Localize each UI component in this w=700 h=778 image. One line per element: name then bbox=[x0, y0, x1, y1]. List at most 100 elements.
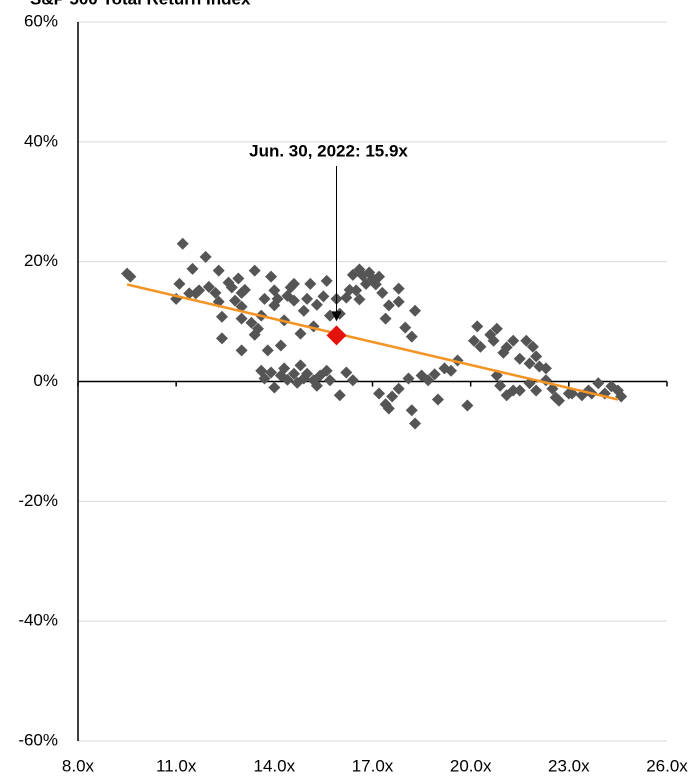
scatter-point bbox=[320, 364, 333, 377]
scatter-point bbox=[333, 389, 346, 402]
scatter-point bbox=[379, 312, 392, 325]
y-tick-label: 40% bbox=[24, 131, 58, 150]
scatter-point bbox=[287, 294, 300, 307]
scatter-point bbox=[304, 277, 317, 290]
scatter-point bbox=[183, 287, 196, 300]
scatter-point bbox=[409, 304, 422, 317]
y-tick-label: -20% bbox=[18, 491, 58, 510]
scatter-point bbox=[235, 312, 248, 325]
scatter-point bbox=[301, 367, 314, 380]
scatter-point bbox=[382, 299, 395, 312]
scatter-point bbox=[265, 366, 278, 379]
scatter-point bbox=[530, 384, 543, 397]
scatter-point bbox=[494, 379, 507, 392]
scatter-point bbox=[399, 321, 412, 334]
x-tick-label: 26.0x bbox=[646, 756, 688, 775]
scatter-point bbox=[422, 374, 435, 387]
scatter-point bbox=[261, 344, 274, 357]
scatter-point bbox=[235, 344, 248, 357]
scatter-point bbox=[258, 372, 271, 385]
scatter-point bbox=[392, 282, 405, 295]
scatter-point bbox=[294, 359, 307, 372]
scatter-point bbox=[405, 330, 418, 343]
scatter-point bbox=[176, 237, 189, 250]
scatter-point bbox=[251, 322, 264, 335]
scatter-point bbox=[193, 284, 206, 297]
scatter-point bbox=[392, 382, 405, 395]
scatter-point bbox=[287, 277, 300, 290]
scatter-point bbox=[268, 381, 281, 394]
scatter-point bbox=[507, 384, 520, 397]
scatter-point bbox=[474, 340, 487, 353]
scatter-point bbox=[294, 327, 307, 340]
scatter-point bbox=[215, 310, 228, 323]
scatter-point bbox=[553, 394, 566, 407]
arrow-head bbox=[331, 311, 342, 322]
x-tick-label: 8.0x bbox=[62, 756, 95, 775]
highlight-point bbox=[326, 325, 347, 346]
y-tick-label: -40% bbox=[18, 611, 58, 630]
scatter-point bbox=[530, 350, 543, 363]
scatter-point bbox=[513, 352, 526, 365]
scatter-point bbox=[323, 374, 336, 387]
scatter-point bbox=[271, 292, 284, 305]
scatter-point bbox=[382, 402, 395, 415]
y-tick-label: 60% bbox=[24, 11, 58, 30]
scatter-point bbox=[350, 284, 363, 297]
scatter-point bbox=[320, 274, 333, 287]
scatter-point bbox=[209, 286, 222, 299]
scatter-point bbox=[258, 292, 271, 305]
scatter-point bbox=[248, 264, 261, 277]
scatter-point bbox=[173, 277, 186, 290]
scatter-point bbox=[526, 340, 539, 353]
scatter-point bbox=[402, 372, 415, 385]
scatter-point bbox=[301, 292, 314, 305]
scatter-point bbox=[186, 262, 199, 275]
scatter-point bbox=[520, 334, 533, 347]
scatter-point bbox=[386, 390, 399, 403]
scatter-point bbox=[392, 295, 405, 308]
scatter-point bbox=[507, 334, 520, 347]
scatter-point bbox=[428, 368, 441, 381]
annotation: Jun. 30, 2022: 15.9x bbox=[249, 141, 408, 160]
scatter-point bbox=[297, 304, 310, 317]
x-tick-label: 23.0x bbox=[548, 756, 590, 775]
scatter-point bbox=[500, 341, 513, 354]
x-tick-label: 11.0x bbox=[156, 756, 197, 775]
scatter-point bbox=[490, 322, 503, 335]
scatter-point bbox=[409, 417, 422, 430]
scatter-point bbox=[212, 264, 225, 277]
scatter-point bbox=[376, 286, 389, 299]
scatter-point bbox=[124, 270, 137, 283]
scatter-point bbox=[471, 320, 484, 333]
scatter-point bbox=[539, 362, 552, 375]
scatter-point bbox=[202, 280, 215, 293]
scatter-point bbox=[346, 374, 359, 387]
scatter-point bbox=[229, 294, 242, 307]
x-tick-label: 14.0x bbox=[254, 756, 296, 775]
scatter-point bbox=[353, 293, 366, 306]
chart-title: S&P 500 Total Return Index bbox=[30, 0, 251, 8]
scatter-point bbox=[592, 377, 605, 390]
y-tick-label: 20% bbox=[24, 251, 58, 270]
scatter-point bbox=[405, 404, 418, 417]
scatter-point bbox=[265, 270, 278, 283]
x-tick-label: 20.0x bbox=[450, 756, 492, 775]
scatter-point bbox=[199, 250, 212, 263]
scatter-point bbox=[310, 379, 323, 392]
scatter-point bbox=[500, 389, 513, 402]
scatter-point bbox=[245, 316, 258, 329]
scatter-point bbox=[461, 399, 474, 412]
scatter-point bbox=[248, 328, 261, 341]
scatter-point bbox=[274, 339, 287, 352]
scatter-point bbox=[310, 298, 323, 311]
scatter-point bbox=[487, 334, 500, 347]
scatter-point bbox=[373, 387, 386, 400]
scatter-point bbox=[340, 366, 353, 379]
y-tick-label: 0% bbox=[33, 371, 58, 390]
scatter-point bbox=[232, 272, 245, 285]
scatter-point bbox=[287, 367, 300, 380]
scatter-point bbox=[215, 332, 228, 345]
scatter-point bbox=[278, 362, 291, 375]
